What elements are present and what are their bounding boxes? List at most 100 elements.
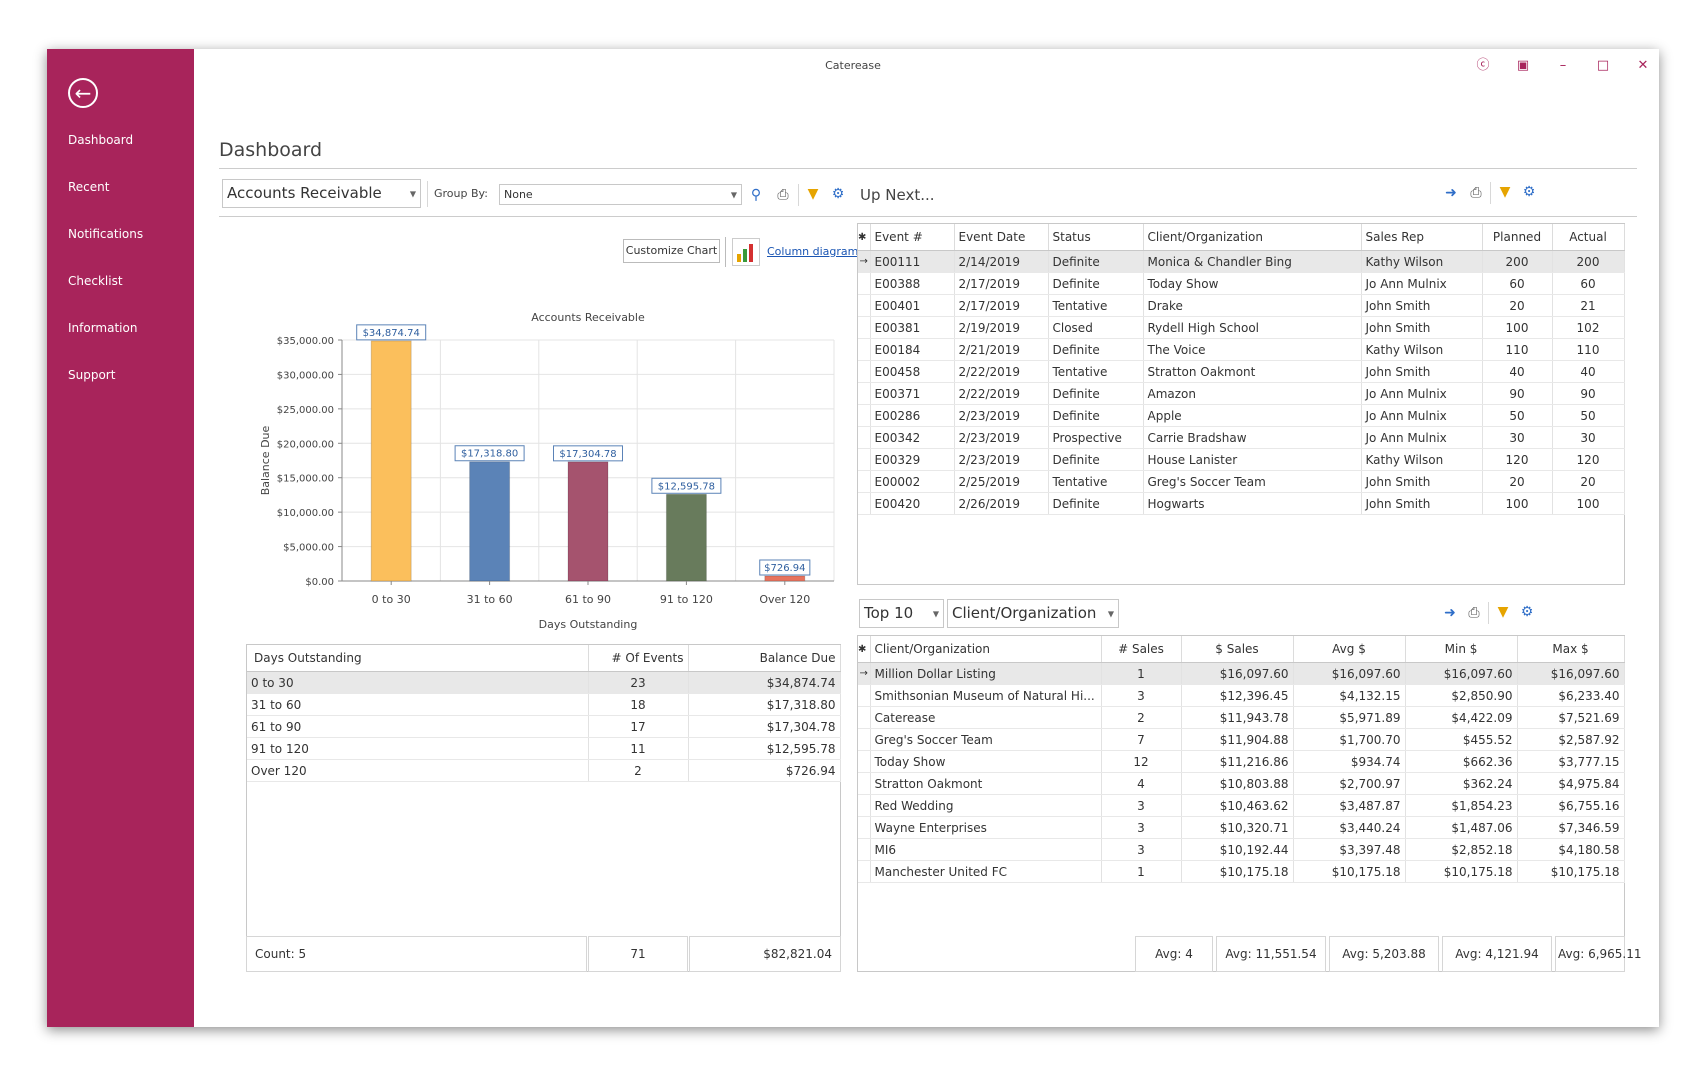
table-cell: 50 (1482, 404, 1553, 427)
table-row[interactable]: E00286 2/23/2019 Definite Apple Jo Ann Mulni… (858, 404, 1625, 427)
toolbar-divider (1490, 182, 1491, 204)
top-count-select[interactable]: Top 10 ▼ (859, 599, 944, 628)
table-row[interactable]: E00184 2/21/2019 Definite The Voice Kathy Wi… (858, 338, 1625, 361)
table-row[interactable]: E00002 2/25/2019 Tentative Greg's Soccer Te… (858, 470, 1625, 493)
table-row[interactable]: Over 120 2 $726.94 (247, 759, 841, 782)
data-label-box (553, 445, 623, 462)
table-row[interactable]: 31 to 60 18 $17,318.80 (247, 693, 841, 716)
printer-icon[interactable]: ⎙ (1468, 605, 1480, 621)
col-min[interactable]: Min $ (1405, 636, 1518, 663)
toolbar-divider (1488, 602, 1489, 624)
col-num-sales[interactable]: # Sales (1101, 636, 1182, 663)
gear-icon[interactable]: ⚙ (1520, 604, 1534, 620)
top-field-select[interactable]: Client/Organization ▼ (947, 599, 1119, 628)
table-row[interactable]: E00371 2/22/2019 Definite Amazon Jo Ann Muln… (858, 382, 1625, 405)
new-row-indicator-icon: ✱ (858, 224, 871, 251)
table-row[interactable]: MI6 3 $10,192.44 $3,397.48 $2,852.18 $4,180.5… (858, 838, 1625, 861)
table-cell: 110 (1482, 338, 1553, 361)
table-row[interactable]: Greg's Soccer Team 7 $11,904.88 $1,700.70 $4… (858, 728, 1625, 751)
table-row[interactable]: 91 to 120 11 $12,595.78 (247, 737, 841, 760)
table-row[interactable]: → Million Dollar Listing 1 $16,097.60 $16,09… (858, 662, 1625, 685)
table-row[interactable]: Today Show 12 $11,216.86 $934.74 $662.36 $3,7… (858, 750, 1625, 773)
col-max[interactable]: Max $ (1517, 636, 1625, 663)
col-balance-due[interactable]: Balance Due (688, 645, 841, 672)
col-sales-rep[interactable]: Sales Rep (1361, 224, 1483, 251)
table-row[interactable]: E00420 2/26/2019 Definite Hogwarts John Smit… (858, 492, 1625, 515)
filter-icon[interactable]: ▼ (1499, 184, 1511, 200)
table-cell: $4,975.84 (1517, 772, 1625, 795)
gear-icon[interactable]: ⚙ (831, 186, 845, 202)
gear-icon[interactable]: ⚙ (1522, 184, 1536, 200)
table-cell: Definite (1048, 250, 1144, 273)
group-by-select[interactable]: None ▼ (499, 184, 742, 205)
top10-table: ✱ Client/Organization # Sales $ Sales Av… (858, 636, 1625, 883)
x-tick-label: 0 to 30 (372, 593, 411, 606)
table-cell: House Lanister (1143, 448, 1362, 471)
sidebar-item-recent[interactable]: Recent (68, 180, 110, 194)
table-cell: $3,777.15 (1517, 750, 1625, 773)
print-preview-icon[interactable]: ⚲ (750, 187, 762, 203)
row-indicator (858, 294, 871, 317)
back-arrow-icon[interactable]: ← (68, 78, 98, 108)
help-icon[interactable]: ⓒ (1476, 58, 1490, 73)
table-row[interactable]: E00388 2/17/2019 Definite Today Show Jo Ann … (858, 272, 1625, 295)
table-row[interactable]: 61 to 90 17 $17,304.78 (247, 715, 841, 738)
col-num-events[interactable]: # Of Events (588, 645, 689, 672)
minimize-icon[interactable]: – (1559, 58, 1567, 73)
table-cell: E00420 (870, 492, 955, 515)
table-row[interactable]: Caterease 2 $11,943.78 $5,971.89 $4,422.09 $7… (858, 706, 1625, 729)
table-row[interactable]: → E00111 2/14/2019 Definite Monica & Chandle… (858, 250, 1625, 273)
col-dollar-sales[interactable]: $ Sales (1181, 636, 1294, 663)
col-avg[interactable]: Avg $ (1293, 636, 1406, 663)
col-client-organization[interactable]: Client/Organization (870, 636, 1102, 663)
col-client-organization[interactable]: Client/Organization (1143, 224, 1362, 251)
col-planned[interactable]: Planned (1482, 224, 1553, 251)
printer-icon[interactable]: ⎙ (777, 187, 789, 203)
row-indicator (858, 750, 871, 773)
table-row[interactable]: Stratton Oakmont 4 $10,803.88 $2,700.97 $362… (858, 772, 1625, 795)
table-row[interactable]: Red Wedding 3 $10,463.62 $3,487.87 $1,854.23… (858, 794, 1625, 817)
new-row-indicator-icon: ✱ (858, 636, 871, 663)
col-status[interactable]: Status (1048, 224, 1144, 251)
col-days-outstanding[interactable]: Days Outstanding (247, 645, 589, 672)
sidebar-item-checklist[interactable]: Checklist (68, 274, 123, 288)
column-diagram-link[interactable]: Column diagram (767, 245, 859, 258)
table-row[interactable]: Manchester United FC 1 $10,175.18 $10,175.1… (858, 860, 1625, 883)
x-tick-label: 91 to 120 (660, 593, 713, 606)
table-row[interactable]: E00342 2/23/2019 Prospective Carrie Bradsha… (858, 426, 1625, 449)
col-event-date[interactable]: Event Date (954, 224, 1049, 251)
filter-icon[interactable]: ▼ (807, 186, 819, 202)
screenshot-icon[interactable]: ▣ (1516, 58, 1530, 73)
filter-icon[interactable]: ▼ (1497, 604, 1509, 620)
col-actual[interactable]: Actual (1552, 224, 1625, 251)
table-row[interactable]: E00458 2/22/2019 Tentative Stratton Oakmont… (858, 360, 1625, 383)
table-cell: Amazon (1143, 382, 1362, 405)
table-cell: Tentative (1048, 470, 1144, 493)
table-row[interactable]: E00329 2/23/2019 Definite House Lanister Kat… (858, 448, 1625, 471)
table-cell: John Smith (1361, 492, 1483, 515)
table-cell: $2,587.92 (1517, 728, 1625, 751)
table-cell: E00002 (870, 470, 955, 493)
table-row[interactable]: E00381 2/19/2019 Closed Rydell High School J… (858, 316, 1625, 339)
sidebar-item-information[interactable]: Information (68, 321, 138, 335)
x-tick-label: 61 to 90 (565, 593, 611, 606)
table-row[interactable]: Wayne Enterprises 3 $10,320.71 $3,440.24 $1,… (858, 816, 1625, 839)
col-event-number[interactable]: Event # (870, 224, 955, 251)
chevron-down-icon: ▼ (932, 609, 939, 618)
close-icon[interactable]: ✕ (1637, 58, 1649, 73)
sidebar-item-dashboard[interactable]: Dashboard (68, 133, 134, 147)
sidebar-item-support[interactable]: Support (68, 368, 116, 382)
report-select[interactable]: Accounts Receivable ▼ (222, 179, 421, 208)
arrow-right-icon[interactable]: ➜ (1445, 185, 1457, 201)
arrow-right-icon[interactable]: ➜ (1444, 605, 1456, 621)
maximize-icon[interactable]: □ (1596, 58, 1610, 73)
printer-icon[interactable]: ⎙ (1470, 185, 1482, 201)
customize-chart-button[interactable]: Customize Chart (623, 239, 720, 263)
sidebar-item-notifications[interactable]: Notifications (68, 227, 144, 241)
table-cell: John Smith (1361, 316, 1483, 339)
table-cell: $7,521.69 (1517, 706, 1625, 729)
table-row[interactable]: Smithsonian Museum of Natural Hi... 3 $12,… (858, 684, 1625, 707)
table-row[interactable]: E00401 2/17/2019 Tentative Drake John Smith 2… (858, 294, 1625, 317)
column-chart-icon[interactable] (732, 238, 760, 266)
table-row[interactable]: 0 to 30 23 $34,874.74 (247, 671, 841, 694)
